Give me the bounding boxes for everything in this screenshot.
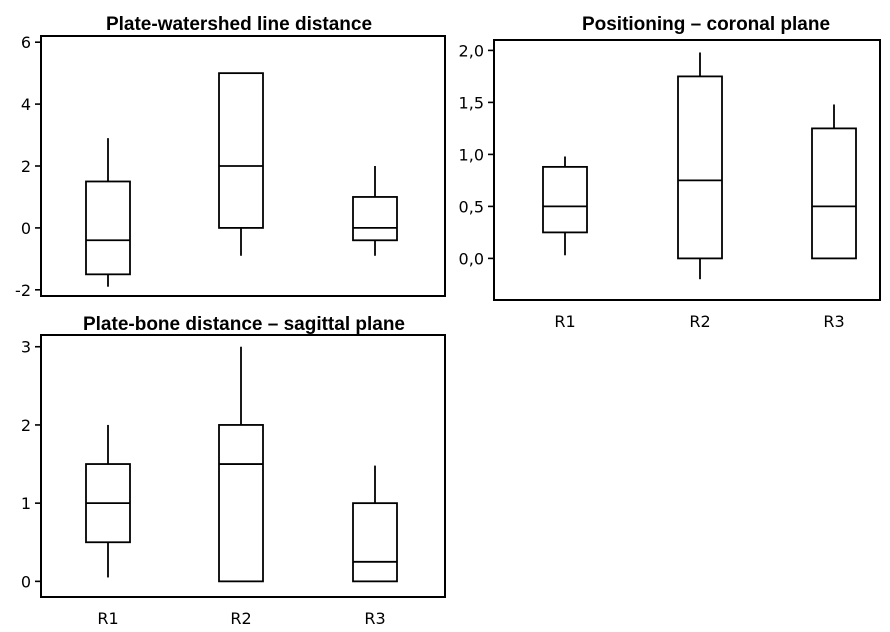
boxes-plate-bone-sagittal	[85, 346, 398, 583]
box-r1	[85, 138, 131, 287]
x-tick-label-r3: R3	[823, 312, 844, 331]
x-tick-label-r3: R3	[364, 609, 385, 628]
panel-plate-bone-sagittal: Plate-bone distance – sagittal plane 0 1 2…	[21, 314, 446, 628]
x-tick-label-r1: R1	[554, 312, 575, 331]
x-axis-labels-plate-bone-sagittal: R1 R2 R3	[97, 609, 385, 628]
box-r2	[677, 52, 723, 280]
x-axis-labels-positioning-coronal: R1 R2 R3	[554, 312, 844, 331]
box-r2	[218, 346, 264, 583]
box-r3	[352, 166, 398, 256]
x-tick-label-r2: R2	[689, 312, 710, 331]
box-r1	[542, 156, 588, 256]
panel-plate-watershed: Plate-watershed line distance -2 0 2 4 6	[15, 14, 446, 300]
box-r3	[352, 465, 398, 583]
plot-area-frame	[493, 39, 881, 301]
box-r2	[218, 72, 264, 256]
boxes-positioning-coronal	[542, 52, 857, 280]
interquartile-box	[542, 165, 588, 234]
interquartile-box	[218, 424, 264, 583]
y-tick-label: 1,0	[459, 145, 484, 164]
plot-area-frame	[40, 334, 446, 598]
boxes-plate-watershed	[85, 72, 398, 287]
interquartile-box	[352, 502, 398, 583]
panel-title-positioning-coronal: Positioning – coronal plane	[582, 14, 830, 35]
box-r3	[811, 104, 857, 260]
panel-title-plate-bone-sagittal: Plate-bone distance – sagittal plane	[83, 314, 405, 335]
y-axis-plate-bone-sagittal: 0 1 2 3	[21, 338, 41, 591]
y-tick-label: 3	[21, 338, 31, 357]
y-tick-label: 0	[21, 219, 31, 238]
y-tick-label: 1,5	[459, 93, 484, 112]
y-tick-label: 4	[21, 95, 31, 114]
y-tick-label: 2,0	[459, 41, 484, 60]
y-tick-label: 1	[21, 494, 31, 513]
y-tick-label: 0	[21, 572, 31, 591]
panel-title-plate-watershed: Plate-watershed line distance	[106, 14, 372, 35]
interquartile-box	[811, 127, 857, 260]
interquartile-box	[352, 196, 398, 242]
y-tick-label: 0,0	[459, 249, 484, 268]
y-axis-plate-watershed: -2 0 2 4 6	[15, 33, 41, 300]
x-tick-label-r1: R1	[97, 609, 118, 628]
y-tick-label: 0,5	[459, 197, 484, 216]
interquartile-box	[85, 180, 131, 276]
y-axis-positioning-coronal: 0,0 0,5 1,0 1,5 2,0	[459, 41, 494, 268]
box-r1	[85, 424, 131, 578]
interquartile-box	[677, 75, 723, 260]
interquartile-box	[218, 72, 264, 229]
y-tick-label: 2	[21, 157, 31, 176]
panel-positioning-coronal: Positioning – coronal plane 0,0 0,5 1,0 1,5…	[459, 14, 881, 331]
y-tick-label: 6	[21, 33, 31, 52]
y-tick-label: 2	[21, 416, 31, 435]
y-tick-label: -2	[15, 281, 31, 300]
x-tick-label-r2: R2	[230, 609, 251, 628]
